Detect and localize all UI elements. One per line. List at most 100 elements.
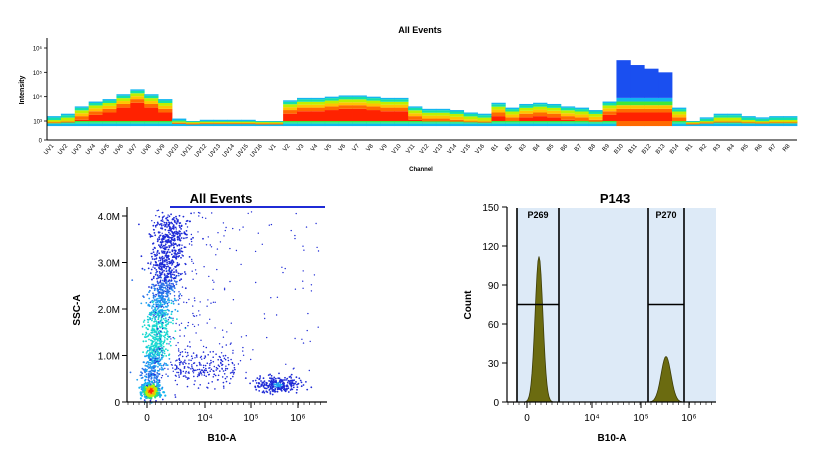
spectrum-band xyxy=(547,107,562,111)
dotplot-point xyxy=(161,217,164,219)
dotplot-point xyxy=(164,225,166,228)
dotplot-point xyxy=(152,356,155,359)
dotplot-point xyxy=(147,377,150,379)
dotplot-point xyxy=(154,311,157,314)
dotplot-point xyxy=(156,379,159,382)
spectrum-band xyxy=(658,72,673,98)
spectrum-channel-label: B10 xyxy=(613,143,625,156)
dotplot-point xyxy=(148,390,151,393)
dotplot-point xyxy=(210,368,213,371)
spectrum-band xyxy=(47,121,62,123)
dotplot-point xyxy=(154,376,156,379)
dotplot-point xyxy=(163,221,166,224)
dotplot-point xyxy=(175,222,178,225)
dotplot-point xyxy=(255,382,258,384)
dotplot-point xyxy=(140,302,143,305)
dotplot-point xyxy=(155,335,158,338)
dotplot-point xyxy=(232,362,234,365)
spectrum-band xyxy=(533,122,548,124)
dotplot-point xyxy=(171,269,173,272)
spectrum-band xyxy=(769,116,784,118)
dotplot-point xyxy=(149,318,152,321)
spectrum-band xyxy=(519,123,534,127)
spectrum-band xyxy=(394,121,409,123)
spectrum-band xyxy=(477,113,492,116)
dotplot-point xyxy=(152,248,155,251)
spectrum-channel-label: UV2 xyxy=(57,143,70,156)
dotplot-point xyxy=(170,253,173,256)
spectrum-band xyxy=(88,121,103,123)
dotplot-point xyxy=(263,391,266,394)
dotplot-point xyxy=(173,240,176,242)
spectrum-band xyxy=(422,110,437,113)
dotplot-point xyxy=(175,322,177,325)
spectrum-band xyxy=(130,89,145,91)
dotplot-point xyxy=(155,332,158,335)
dotplot-point xyxy=(169,237,171,239)
dotplot-point xyxy=(140,377,143,379)
dotplot-point xyxy=(154,254,157,256)
dotplot-point xyxy=(155,377,158,380)
spectrum-band xyxy=(602,122,617,124)
dotplot-point xyxy=(175,255,178,258)
spectrum-band xyxy=(88,114,103,121)
spectrum-band xyxy=(741,120,756,122)
dotplot-point xyxy=(177,350,180,352)
gate-label: P269 xyxy=(527,210,548,220)
dotplot-point xyxy=(153,246,156,249)
dotplot-point xyxy=(224,229,226,232)
dotplot-point xyxy=(296,386,299,388)
dotplot-point xyxy=(223,287,226,289)
dotplot-point xyxy=(274,390,277,393)
dotplot-point xyxy=(148,354,151,356)
spectrum-band xyxy=(116,122,131,124)
spectrum-y-tick-label: 0 xyxy=(39,139,43,145)
dotplot-point xyxy=(146,335,149,338)
dotplot-point xyxy=(178,296,180,298)
dotplot-point xyxy=(272,385,275,388)
dotplot-point xyxy=(152,251,155,254)
dotplot-point xyxy=(150,345,152,347)
dotplot-point xyxy=(202,370,205,373)
spectrum-band xyxy=(755,118,770,122)
histogram-ylabel: Count xyxy=(463,290,474,320)
dotplot-point xyxy=(180,369,182,371)
dotplot-point xyxy=(151,220,153,222)
dotplot-point xyxy=(163,303,166,306)
spectrum-band xyxy=(241,121,256,123)
dotplot-point xyxy=(165,221,168,224)
spectrum-band xyxy=(352,122,367,124)
dotplot-point xyxy=(215,366,218,369)
dotplot-point xyxy=(164,286,167,289)
dotplot-point xyxy=(279,384,282,387)
dotplot-point xyxy=(274,381,277,383)
dotplot-point xyxy=(167,335,169,338)
spectrum-band xyxy=(533,109,548,113)
dotplot-point xyxy=(195,354,198,357)
dotplot-point xyxy=(163,339,166,341)
spectrum-band xyxy=(630,112,645,121)
spectrum-channel-label: V5 xyxy=(324,143,334,153)
dotplot-point xyxy=(150,358,152,360)
dotplot-point xyxy=(150,380,153,383)
spectrum-channel-label: UV4 xyxy=(85,143,98,156)
dotplot-point xyxy=(160,364,163,367)
spectrum-band xyxy=(422,121,437,123)
dotplot-point xyxy=(182,375,185,378)
dotplot-point xyxy=(220,359,223,362)
dotplot-point xyxy=(299,379,302,382)
spectrum-band xyxy=(435,112,451,116)
dotplot-point xyxy=(211,381,213,383)
dotplot-point xyxy=(265,390,268,393)
spectrum-band xyxy=(324,110,340,121)
spectrum-band xyxy=(505,123,520,127)
dotplot-point xyxy=(158,267,161,270)
dotplot-point xyxy=(172,218,175,221)
dotplot-point xyxy=(174,226,177,229)
dotplot-point xyxy=(192,372,195,374)
dotplot-point xyxy=(187,325,189,327)
spectrum-band xyxy=(380,97,395,100)
dotplot-point xyxy=(176,318,178,320)
spectrum-band xyxy=(422,115,437,119)
dotplot-point xyxy=(208,275,210,278)
